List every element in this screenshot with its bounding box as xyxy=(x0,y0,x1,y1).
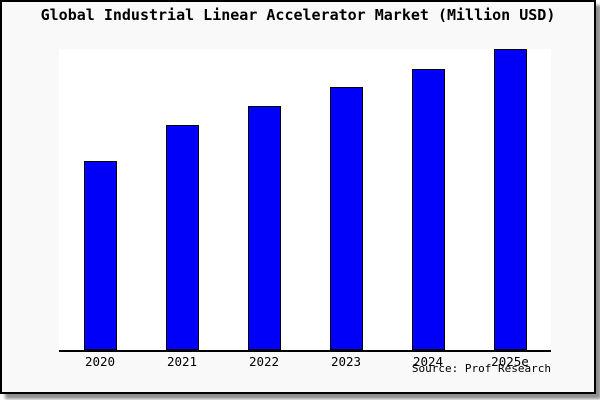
bar-slot-2020 xyxy=(59,49,141,350)
x-tick-label-2021: 2021 xyxy=(166,354,198,369)
bar-slot-2021 xyxy=(141,49,223,350)
bar-2023 xyxy=(329,86,363,350)
x-tick-label-2025e: 2025e xyxy=(491,354,529,369)
bar-2025e xyxy=(493,49,527,350)
x-axis-labels: 2020 2021 2022 2023 2024 2025e xyxy=(59,355,551,368)
bar-slot-2022 xyxy=(223,49,305,350)
chart-title: Global Industrial Linear Accelerator Mar… xyxy=(40,6,556,24)
plot-area xyxy=(59,49,551,352)
source-note: Source: Prof Research xyxy=(411,362,551,375)
bar-2021 xyxy=(165,124,199,350)
bar-2024 xyxy=(411,68,445,350)
bar-slot-2025e xyxy=(469,49,551,350)
bar-slot-2023 xyxy=(305,49,387,350)
x-tick-label-2022: 2022 xyxy=(248,354,280,369)
bar-2020 xyxy=(83,160,117,350)
bar-2022 xyxy=(247,105,281,350)
x-tick-label-2020: 2020 xyxy=(84,354,116,369)
chart-window: Global Industrial Linear Accelerator Mar… xyxy=(0,0,596,394)
bar-slot-2024 xyxy=(387,49,469,350)
x-tick-label-2023: 2023 xyxy=(330,354,362,369)
x-tick-label-2024: 2024 xyxy=(412,354,444,369)
